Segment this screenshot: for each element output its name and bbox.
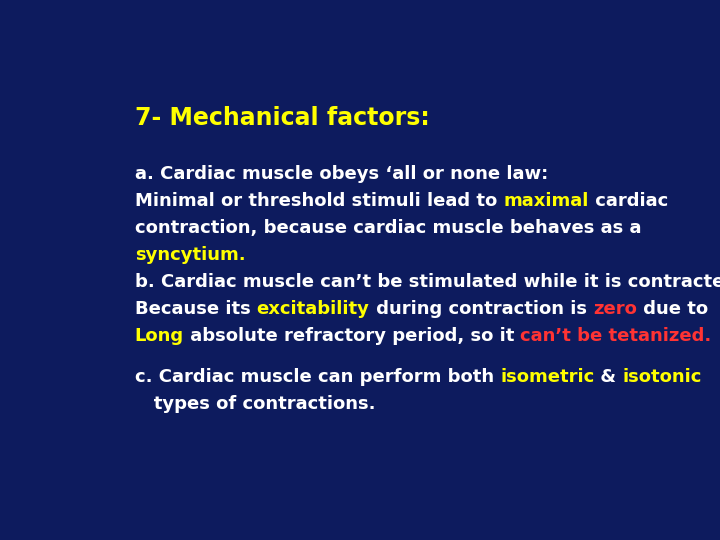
Text: isometric: isometric bbox=[500, 368, 594, 386]
Text: can’t be tetanized.: can’t be tetanized. bbox=[521, 327, 711, 345]
Text: during contraction is: during contraction is bbox=[369, 300, 593, 318]
Text: Long: Long bbox=[135, 327, 184, 345]
Text: excitability: excitability bbox=[256, 300, 369, 318]
Text: cardiac: cardiac bbox=[588, 192, 667, 210]
Text: a. Cardiac muscle obeys ‘all or none law:: a. Cardiac muscle obeys ‘all or none law… bbox=[135, 165, 548, 183]
Text: zero: zero bbox=[593, 300, 636, 318]
Text: b. Cardiac muscle can’t be stimulated while it is contracted,: b. Cardiac muscle can’t be stimulated wh… bbox=[135, 273, 720, 291]
Text: due to: due to bbox=[636, 300, 708, 318]
Text: c. Cardiac muscle can perform both: c. Cardiac muscle can perform both bbox=[135, 368, 500, 386]
Text: isotonic: isotonic bbox=[623, 368, 702, 386]
Text: types of contractions.: types of contractions. bbox=[135, 395, 375, 413]
Text: contraction, because cardiac muscle behaves as a: contraction, because cardiac muscle beha… bbox=[135, 219, 641, 237]
Text: maximal: maximal bbox=[503, 192, 588, 210]
Text: Minimal or threshold stimuli lead to: Minimal or threshold stimuli lead to bbox=[135, 192, 503, 210]
Text: &: & bbox=[594, 368, 623, 386]
Text: Because its: Because its bbox=[135, 300, 256, 318]
Text: 7- Mechanical factors:: 7- Mechanical factors: bbox=[135, 106, 429, 130]
Text: syncytium.: syncytium. bbox=[135, 246, 246, 264]
Text: absolute refractory period, so it: absolute refractory period, so it bbox=[184, 327, 521, 345]
